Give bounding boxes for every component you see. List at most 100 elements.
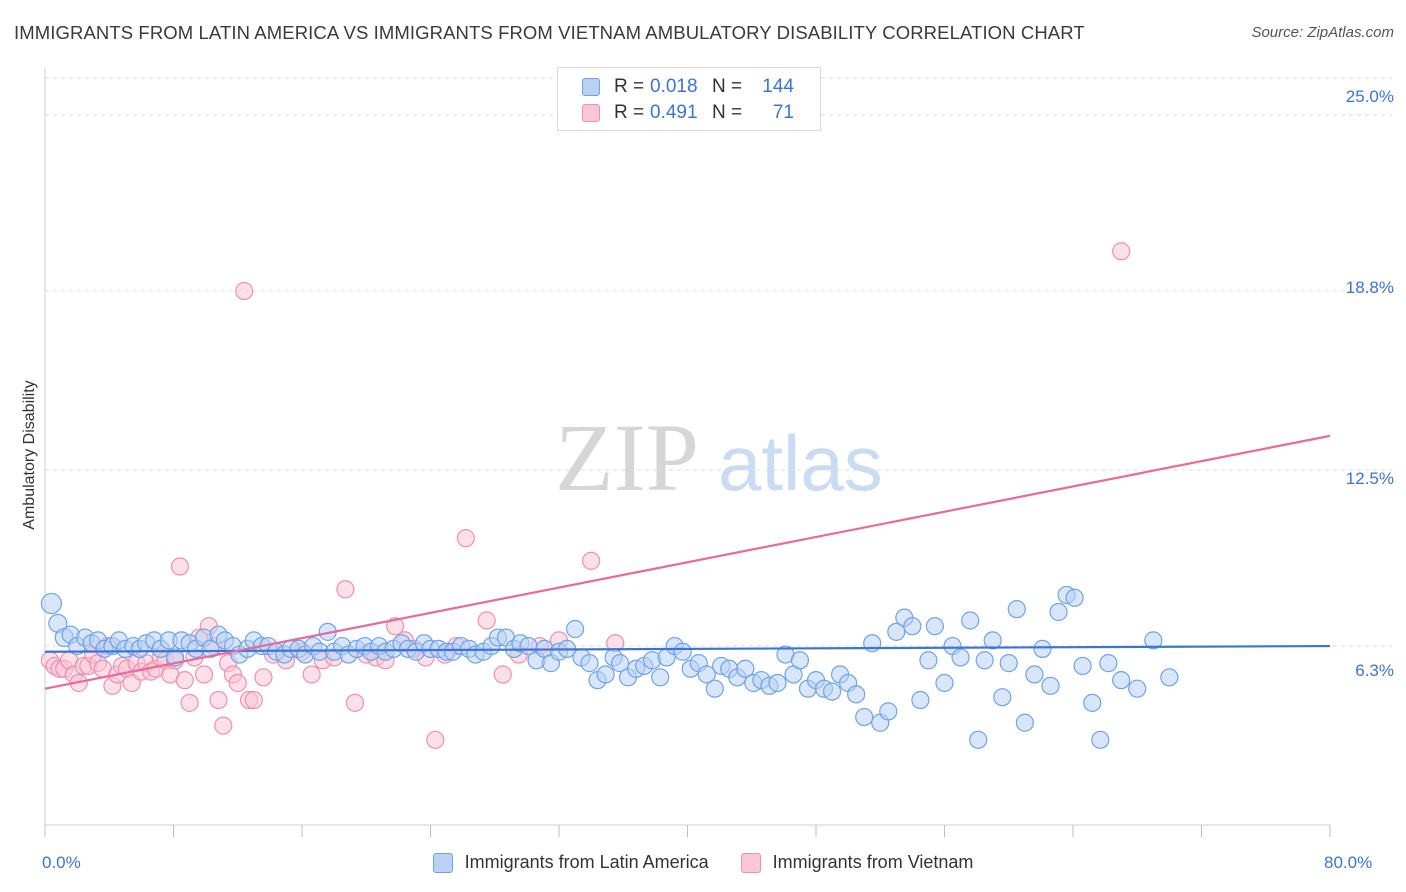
vietnam-point [426, 730, 445, 749]
vietnam-point [386, 617, 405, 636]
latin-america-point [1007, 600, 1026, 619]
latin-america-point [993, 688, 1012, 707]
latin-america-trend-line [44, 644, 1331, 653]
watermark-zip: ZIP [555, 404, 699, 511]
vietnam-point [170, 557, 190, 576]
vietnam-point [214, 716, 233, 735]
latin-america-point [935, 673, 954, 693]
vietnam-point [1112, 242, 1131, 261]
latin-america-point [40, 592, 63, 615]
latin-america-point [565, 619, 585, 639]
latin-america-point [951, 648, 970, 667]
legend-r-value: 0.491 [650, 102, 698, 123]
legend-item-latin-america: Immigrants from Latin America [432, 852, 709, 873]
latin-america-point [768, 673, 787, 693]
latin-america-point [847, 685, 866, 704]
latin-america-point [1112, 671, 1131, 690]
vietnam-point [345, 693, 365, 712]
vietnam-point [254, 668, 273, 687]
grid-lines [45, 77, 1392, 647]
vietnam-point [456, 529, 475, 548]
latin-america-point [855, 707, 874, 727]
latin-america-point [1160, 668, 1179, 687]
source-label: Source: ZipAtlas.com [1251, 24, 1394, 41]
latin-america-point [673, 642, 692, 661]
latin-america-point [1015, 713, 1034, 732]
latin-america-point [887, 622, 906, 641]
legend-n-value: 144 [762, 76, 794, 97]
latin-america-point [790, 651, 810, 670]
latin-america-point [879, 702, 898, 721]
y-axis-label: Ambulatory Disability [21, 380, 38, 530]
vietnam-point [493, 665, 512, 684]
series-legend: Immigrants from Latin America Immigrants… [0, 852, 1406, 873]
legend-r-value: 0.018 [650, 76, 698, 97]
vietnam-point [175, 671, 194, 690]
legend-item-label: Immigrants from Vietnam [772, 852, 974, 872]
vietnam-trend-line [44, 434, 1331, 690]
latin-america-point [999, 654, 1018, 673]
latin-america-point [903, 617, 922, 636]
latin-america-point [1144, 631, 1163, 650]
latin-america-point [983, 631, 1002, 650]
legend-r-label: R = [614, 76, 645, 97]
latin-america-point [1099, 654, 1118, 673]
latin-america-point [1073, 656, 1092, 676]
latin-america-point [1025, 665, 1044, 684]
latin-america-point [580, 654, 599, 673]
legend-swatch-blue [582, 78, 600, 96]
legend-n-value: 71 [772, 102, 794, 123]
vietnam-point [244, 690, 263, 710]
legend-n-label: N = [712, 102, 743, 123]
latin-america-point [736, 659, 755, 678]
legend-swatch-blue [432, 852, 453, 873]
latin-america-point [1041, 676, 1060, 695]
vietnam-point [180, 693, 199, 712]
latin-america-point [925, 617, 944, 636]
x-tick-label-max: 80.0% [1324, 853, 1373, 872]
latin-america-point [911, 690, 930, 710]
latin-america-point [705, 679, 724, 698]
latin-america-point [969, 730, 988, 749]
legend-item-vietnam: Immigrants from Vietnam [740, 852, 974, 873]
latin-america-point [1065, 588, 1084, 607]
legend-row-latin-america: R = 0.018 N = 144 [582, 75, 794, 99]
latin-america-point [1091, 730, 1110, 749]
series-latin-america-points [40, 585, 1179, 749]
vietnam-point [582, 551, 601, 570]
vietnam-point [477, 611, 496, 630]
latin-america-point [651, 668, 670, 687]
latin-america-point [1128, 679, 1147, 698]
y-tick-label: 25.0% [1345, 87, 1394, 106]
latin-america-point [919, 651, 938, 670]
latin-america-point [1033, 639, 1052, 659]
chart-title: IMMIGRANTS FROM LATIN AMERICA VS IMMIGRA… [14, 22, 1085, 43]
legend-n-label: N = [712, 76, 743, 97]
latin-america-point [596, 665, 615, 684]
legend-swatch-pink [740, 852, 761, 873]
latin-america-point [1049, 602, 1068, 622]
legend-r-label: R = [614, 102, 645, 123]
correlation-legend: R = 0.018 N = 144 R = 0.491 N = 71 [557, 67, 821, 131]
latin-america-point [697, 665, 716, 684]
vietnam-point [336, 580, 355, 599]
trend-lines [44, 434, 1331, 690]
vietnam-point [302, 665, 321, 684]
y-tick-label: 18.8% [1345, 278, 1394, 297]
legend-row-vietnam: R = 0.491 N = 71 [582, 101, 794, 125]
latin-america-point [822, 682, 842, 701]
vietnam-point [209, 690, 228, 710]
latin-america-point [961, 611, 980, 630]
latin-america-point [201, 639, 220, 659]
legend-item-label: Immigrants from Latin America [464, 852, 709, 872]
x-tick-label-min: 0.0% [42, 853, 81, 872]
y-tick-label: 6.3% [1355, 661, 1394, 680]
vietnam-point [194, 665, 214, 684]
watermark-atlas: atlas [718, 419, 883, 507]
watermark: ZIP atlas [555, 404, 883, 511]
latin-america-point [610, 654, 630, 673]
vietnam-point [228, 673, 247, 693]
vietnam-point [235, 281, 254, 301]
axes [44, 68, 1331, 837]
